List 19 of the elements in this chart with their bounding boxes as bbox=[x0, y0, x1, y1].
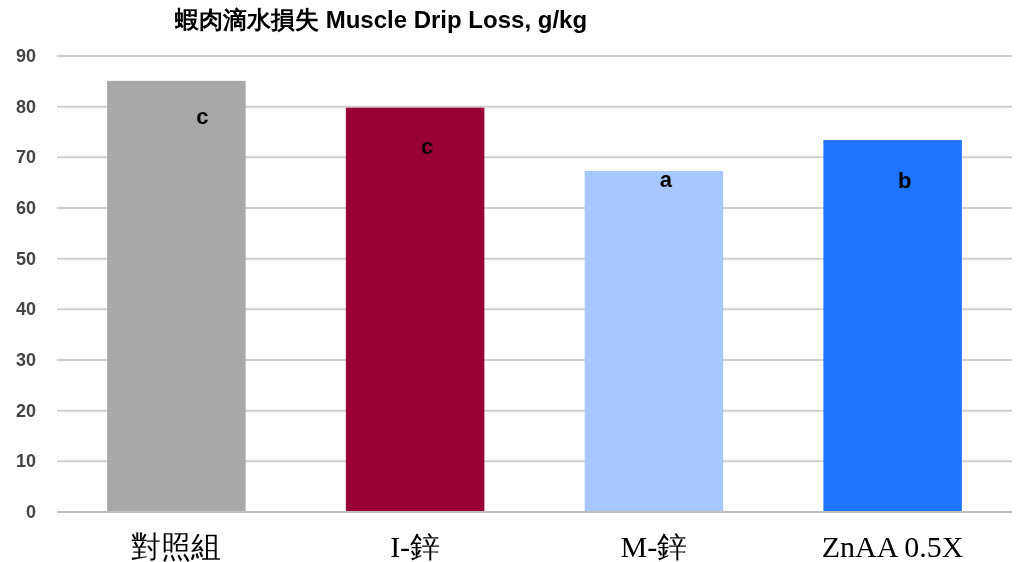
y-tick-label: 20 bbox=[15, 400, 36, 421]
y-tick-label: 40 bbox=[15, 299, 36, 320]
x-tick-label: ZnAA 0.5X bbox=[821, 530, 964, 562]
y-tick-label: 80 bbox=[15, 96, 36, 117]
x-tick-label: I-鋅 bbox=[390, 530, 441, 562]
y-tick-label: 50 bbox=[15, 248, 36, 269]
x-tick-label: M-鋅 bbox=[620, 530, 688, 562]
annotation: a bbox=[659, 167, 673, 193]
y-tick-label: 90 bbox=[15, 46, 36, 66]
annotation: c bbox=[196, 103, 209, 129]
x-tick-label: 對照組 bbox=[131, 530, 222, 562]
y-tick-label: 10 bbox=[15, 451, 36, 472]
annotation: c bbox=[421, 133, 434, 159]
y-tick-label: 70 bbox=[15, 147, 36, 168]
annotation: b bbox=[897, 168, 912, 194]
chart-title: 蝦肉滴水損失 Muscle Drip Loss, g/kg bbox=[174, 6, 588, 33]
y-tick-label: 0 bbox=[25, 502, 36, 522]
y-tick-label: 30 bbox=[15, 350, 36, 370]
y-tick-label: 60 bbox=[15, 198, 36, 218]
